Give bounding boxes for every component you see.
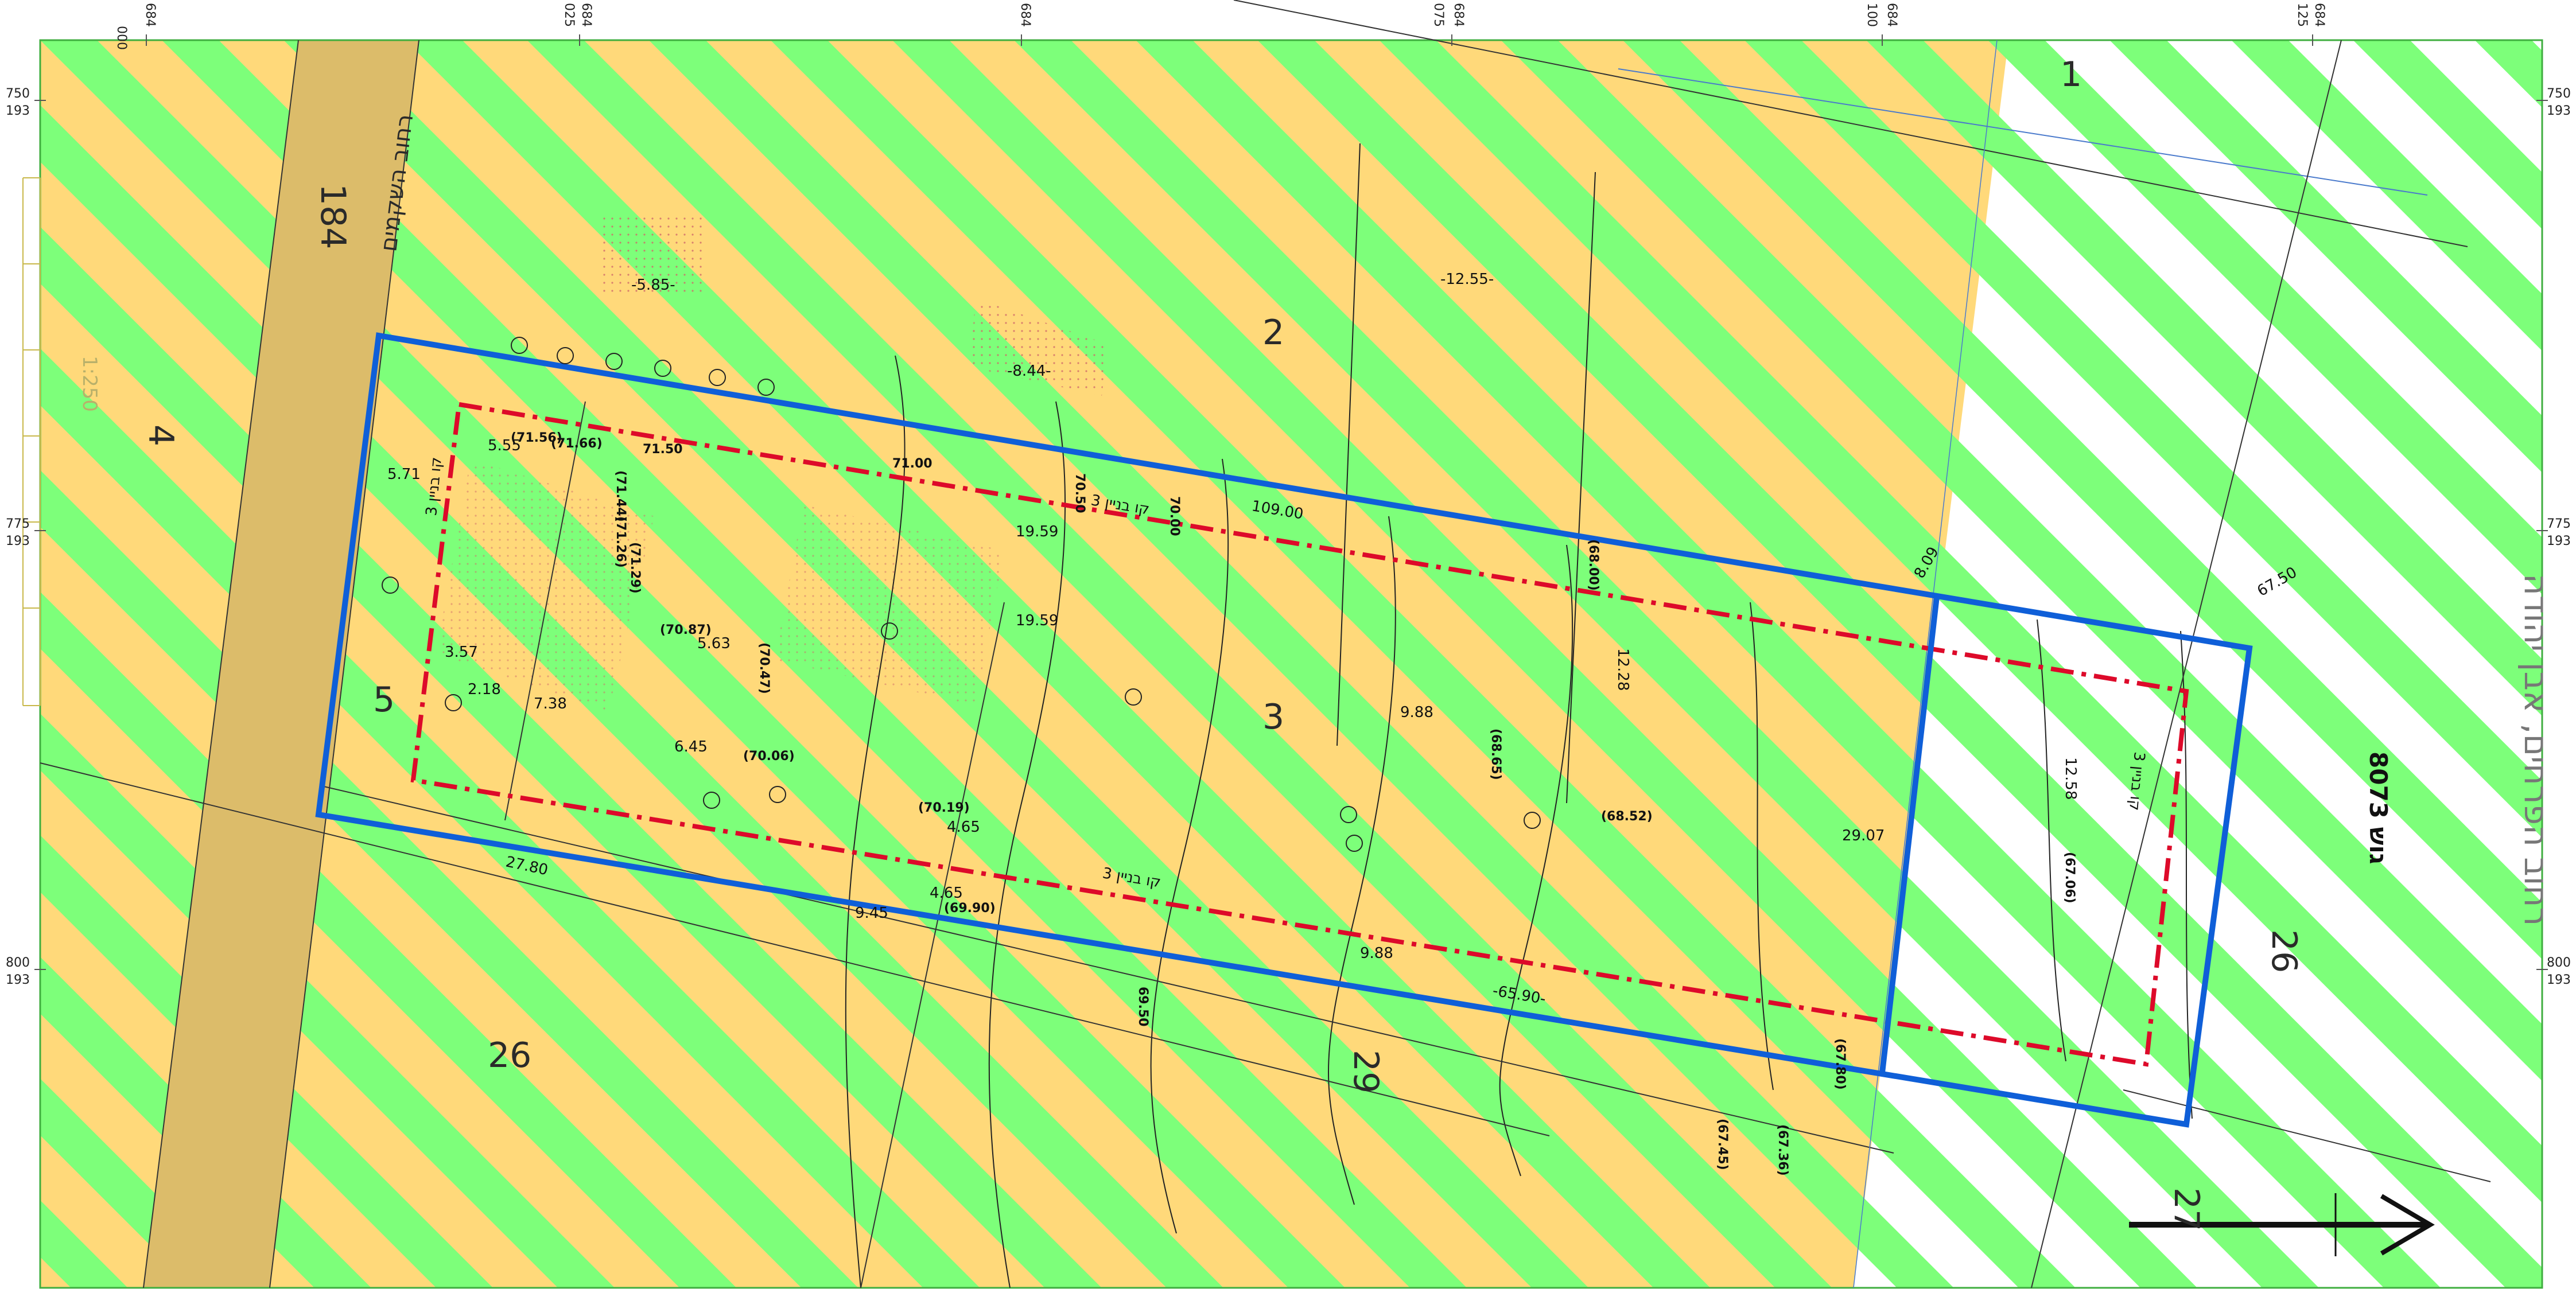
dimension-label: 19.59: [1016, 523, 1058, 540]
block-label: גוש 8073: [2364, 751, 2392, 864]
elevation-label: (68.52): [1601, 809, 1653, 824]
dimension-label: -5.85-: [631, 276, 675, 294]
top-coord-label: 075: [1431, 3, 1446, 27]
top-coord-label: 684: [2312, 3, 2326, 27]
left-coord-label: 193: [6, 104, 30, 118]
elevation-label: (70.87): [660, 623, 712, 637]
elevation-label: (69.90): [944, 901, 996, 916]
north-arrow-icon: [2129, 1193, 2435, 1256]
top-coord-label: 000: [114, 26, 129, 50]
left-coord-label: 775: [6, 517, 30, 531]
side-coordinate-labels: 193 750 193 775 193 800 193 750 193 775 …: [6, 87, 2571, 987]
elevation-label: (71.66): [551, 437, 603, 451]
left-coord-label: 800: [6, 956, 30, 970]
top-coord-label: 684: [1018, 3, 1032, 27]
dimension-label: 12.28: [1614, 648, 1631, 691]
top-coord-label: 684: [1885, 3, 1899, 27]
scale-label: 1:250: [78, 356, 101, 412]
parcel-number: 27: [2166, 1187, 2206, 1231]
dimension-label: 29.07: [1842, 827, 1885, 844]
dimension-label: 3.57: [445, 644, 478, 661]
dimension-label: 9.45: [855, 905, 888, 922]
dimension-label: 5.71: [387, 466, 421, 483]
hatched-patches: [436, 212, 1108, 711]
right-coord-label: 775: [2547, 517, 2571, 531]
contour-elevation: 71.00: [892, 457, 933, 471]
building-line: [410, 402, 2189, 1067]
road-strip: [143, 40, 419, 1288]
parcel-number: 2: [1262, 313, 1284, 353]
dimension-label: -12.55-: [1440, 271, 1494, 288]
dimension-label: 9.88: [1360, 945, 1393, 962]
parcel-number: 5: [373, 680, 395, 720]
parcel-number: 3: [1262, 697, 1284, 737]
dimension-label: 4.65: [930, 885, 963, 902]
dimension-label: 7.38: [534, 695, 567, 712]
dimension-label: 6.45: [674, 738, 708, 755]
right-coord-label: 750: [2547, 87, 2571, 101]
scale-bar: [22, 177, 41, 706]
elevation-label: (67.45): [1715, 1119, 1730, 1170]
dimension-label: 9.88: [1400, 704, 1433, 721]
contour-elevation: 70.00: [1167, 496, 1182, 536]
parcel-numbers: 184 2 3 4 5 1 26 26 27 29: [141, 54, 2304, 1231]
elevation-label: (67.36): [1775, 1124, 1790, 1176]
lot-subdivision-line: [1879, 596, 1940, 1073]
contour-lines: [845, 143, 2193, 1288]
elevation-label: (67.80): [1833, 1038, 1847, 1090]
right-coord-label: 800: [2547, 956, 2571, 970]
top-coordinate-labels: 000 684 025 684 684 075 684 100 684 125 …: [114, 3, 2326, 50]
dimension-label: 4.65: [947, 819, 980, 836]
parcel-number: 184: [313, 184, 353, 250]
left-coord-label: 193: [6, 534, 30, 548]
parcel-number: 1: [2060, 54, 2082, 95]
survey-points: [382, 337, 1541, 852]
lot-boundary: [315, 332, 2253, 1128]
top-coord-label: 684: [1451, 3, 1466, 27]
map-title-vertical: רחוב הפרחים, אבן יהודה: [2517, 574, 2556, 926]
right-coord-label: 193: [2547, 104, 2571, 118]
parcel-number: 4: [141, 424, 181, 446]
dimension-label: 12.58: [2062, 757, 2079, 800]
dimension-label: 5.63: [697, 635, 731, 652]
elevation-label: (71.44): [613, 470, 628, 522]
elevation-labels: (71.56) (71.66) (71.44) (71.26) (71.29) …: [511, 431, 2077, 1176]
elevation-label: (71.29): [628, 542, 642, 594]
elevation-label: (71.56): [511, 431, 562, 445]
left-coord-label: 193: [6, 973, 30, 987]
elevation-label: (70.47): [757, 642, 771, 694]
survey-lines: [40, 0, 2491, 1288]
dimension-label: 19.59: [1016, 612, 1058, 629]
parcel-number: 26: [2264, 929, 2304, 973]
right-coord-label: 193: [2547, 534, 2571, 548]
parcel-number: 29: [1346, 1050, 1386, 1093]
elevation-label: (68.65): [1489, 729, 1503, 780]
elevation-label: (71.26): [613, 516, 628, 568]
contour-elevation: 69.50: [1136, 987, 1150, 1027]
land-use-zones: [40, 40, 2542, 1288]
elevation-label: (68.00): [1586, 539, 1600, 591]
elevation-label: (70.06): [743, 749, 795, 764]
elevation-label: (70.19): [918, 801, 970, 815]
coordinate-ticks: [34, 34, 2548, 970]
contour-elevation: 71.50: [643, 442, 683, 457]
top-coord-label: 684: [579, 3, 593, 27]
right-coord-label: 193: [2547, 973, 2571, 987]
top-coord-label: 125: [2295, 3, 2309, 27]
elevation-label: (67.06): [2062, 852, 2077, 903]
parcel-number: 26: [488, 1035, 531, 1076]
contour-elevation: 70.50: [1073, 473, 1087, 513]
top-coord-label: 684: [143, 3, 157, 27]
dimension-label: 5.55: [488, 437, 521, 454]
dimension-label: 2.18: [468, 681, 501, 698]
left-coord-label: 750: [6, 87, 30, 101]
top-coord-label: 025: [562, 3, 576, 27]
top-coord-label: 100: [1864, 3, 1879, 27]
dimension-label: -8.44-: [1007, 363, 1051, 380]
